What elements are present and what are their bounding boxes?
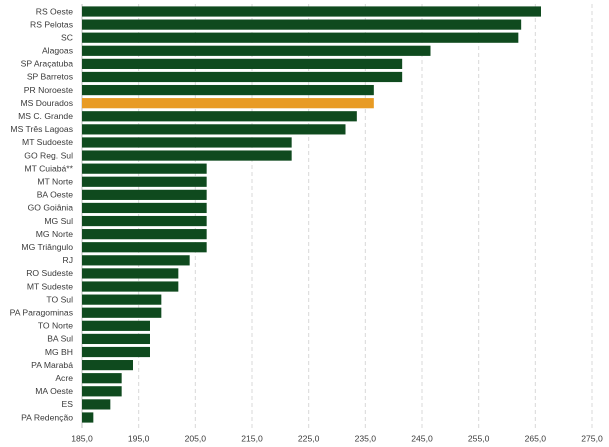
category-label: MG BH bbox=[45, 347, 73, 357]
x-tick-label: 265,0 bbox=[525, 433, 547, 443]
category-label: PA Redenção bbox=[21, 412, 73, 422]
bars bbox=[82, 6, 541, 423]
category-label: MG Sul bbox=[44, 216, 73, 226]
category-label: BA Oeste bbox=[37, 190, 74, 200]
bar bbox=[82, 399, 111, 410]
category-label: GO Goiânia bbox=[28, 203, 74, 213]
bar bbox=[82, 137, 292, 148]
category-label: RO Sudeste bbox=[26, 268, 73, 278]
bar bbox=[82, 6, 541, 17]
category-label: MT Cuiabá** bbox=[24, 163, 73, 173]
category-label: MS Três Lagoas bbox=[10, 124, 73, 134]
bar bbox=[82, 19, 522, 30]
bar bbox=[82, 346, 150, 358]
category-label: MG Norte bbox=[36, 229, 73, 239]
bar bbox=[82, 281, 179, 292]
x-tick-label: 215,0 bbox=[241, 433, 263, 443]
category-label: BA Sul bbox=[47, 334, 73, 344]
category-labels: RS Oeste RS Pelotas SC Alagoas SP Araçatuba S… bbox=[10, 6, 74, 422]
bar bbox=[82, 98, 374, 109]
category-label: SP Barretos bbox=[27, 72, 73, 82]
x-axis-tick-labels: 185,0 195,0 205,0 215,0 225,0 235,0 245,0 255,0… bbox=[71, 433, 603, 443]
x-tick-label: 235,0 bbox=[355, 433, 377, 443]
bar bbox=[82, 58, 403, 69]
x-tick-label: 205,0 bbox=[185, 433, 207, 443]
category-label: MG Triângulo bbox=[21, 242, 73, 252]
category-label: MT Sudeste bbox=[27, 281, 73, 291]
bar bbox=[82, 268, 179, 279]
category-label: PA Marabá bbox=[31, 360, 73, 370]
x-tick-label: 255,0 bbox=[468, 433, 490, 443]
bar bbox=[82, 386, 122, 397]
bar bbox=[82, 320, 150, 331]
bar bbox=[82, 255, 190, 266]
bar bbox=[82, 202, 207, 214]
bar bbox=[82, 215, 207, 227]
x-tick-label: 195,0 bbox=[128, 433, 150, 443]
bar bbox=[82, 307, 162, 318]
bar bbox=[82, 32, 519, 43]
category-label: Alagoas bbox=[42, 46, 73, 56]
bar bbox=[82, 242, 207, 253]
bar bbox=[82, 84, 374, 96]
bar bbox=[82, 163, 207, 174]
bar bbox=[82, 150, 292, 161]
category-label: MS C. Grande bbox=[18, 111, 73, 121]
x-tick-label: 275,0 bbox=[581, 433, 603, 443]
bar bbox=[82, 333, 150, 345]
category-label: RS Oeste bbox=[36, 6, 73, 16]
category-label: MS Dourados bbox=[20, 98, 73, 108]
x-tick-label: 185,0 bbox=[71, 433, 93, 443]
bar bbox=[82, 189, 207, 200]
category-label: SC bbox=[61, 32, 73, 42]
bar bbox=[82, 373, 122, 384]
bar bbox=[82, 360, 133, 371]
category-label: MA Oeste bbox=[35, 386, 73, 396]
category-label: GO Reg. Sul bbox=[24, 150, 73, 160]
bar bbox=[82, 412, 94, 423]
bar bbox=[82, 71, 403, 83]
bar bbox=[82, 124, 346, 135]
category-label: TO Norte bbox=[38, 321, 73, 331]
category-label: MT Sudoeste bbox=[22, 137, 73, 147]
category-label: ES bbox=[62, 399, 74, 409]
category-label: SP Araçatuba bbox=[21, 59, 74, 69]
category-label: TO Sul bbox=[46, 294, 73, 304]
category-label: MT Norte bbox=[37, 177, 73, 187]
category-label: RS Pelotas bbox=[30, 19, 73, 29]
bar bbox=[82, 229, 207, 240]
x-tick-label: 245,0 bbox=[411, 433, 433, 443]
category-label: PA Paragominas bbox=[10, 307, 73, 317]
x-tick-label: 225,0 bbox=[298, 433, 320, 443]
category-label: RJ bbox=[62, 255, 73, 265]
bar bbox=[82, 294, 162, 305]
category-label: Acre bbox=[55, 373, 73, 383]
bar bbox=[82, 45, 431, 56]
bar bbox=[82, 176, 207, 187]
category-label: PR Noroeste bbox=[24, 85, 73, 95]
bar bbox=[82, 111, 357, 122]
